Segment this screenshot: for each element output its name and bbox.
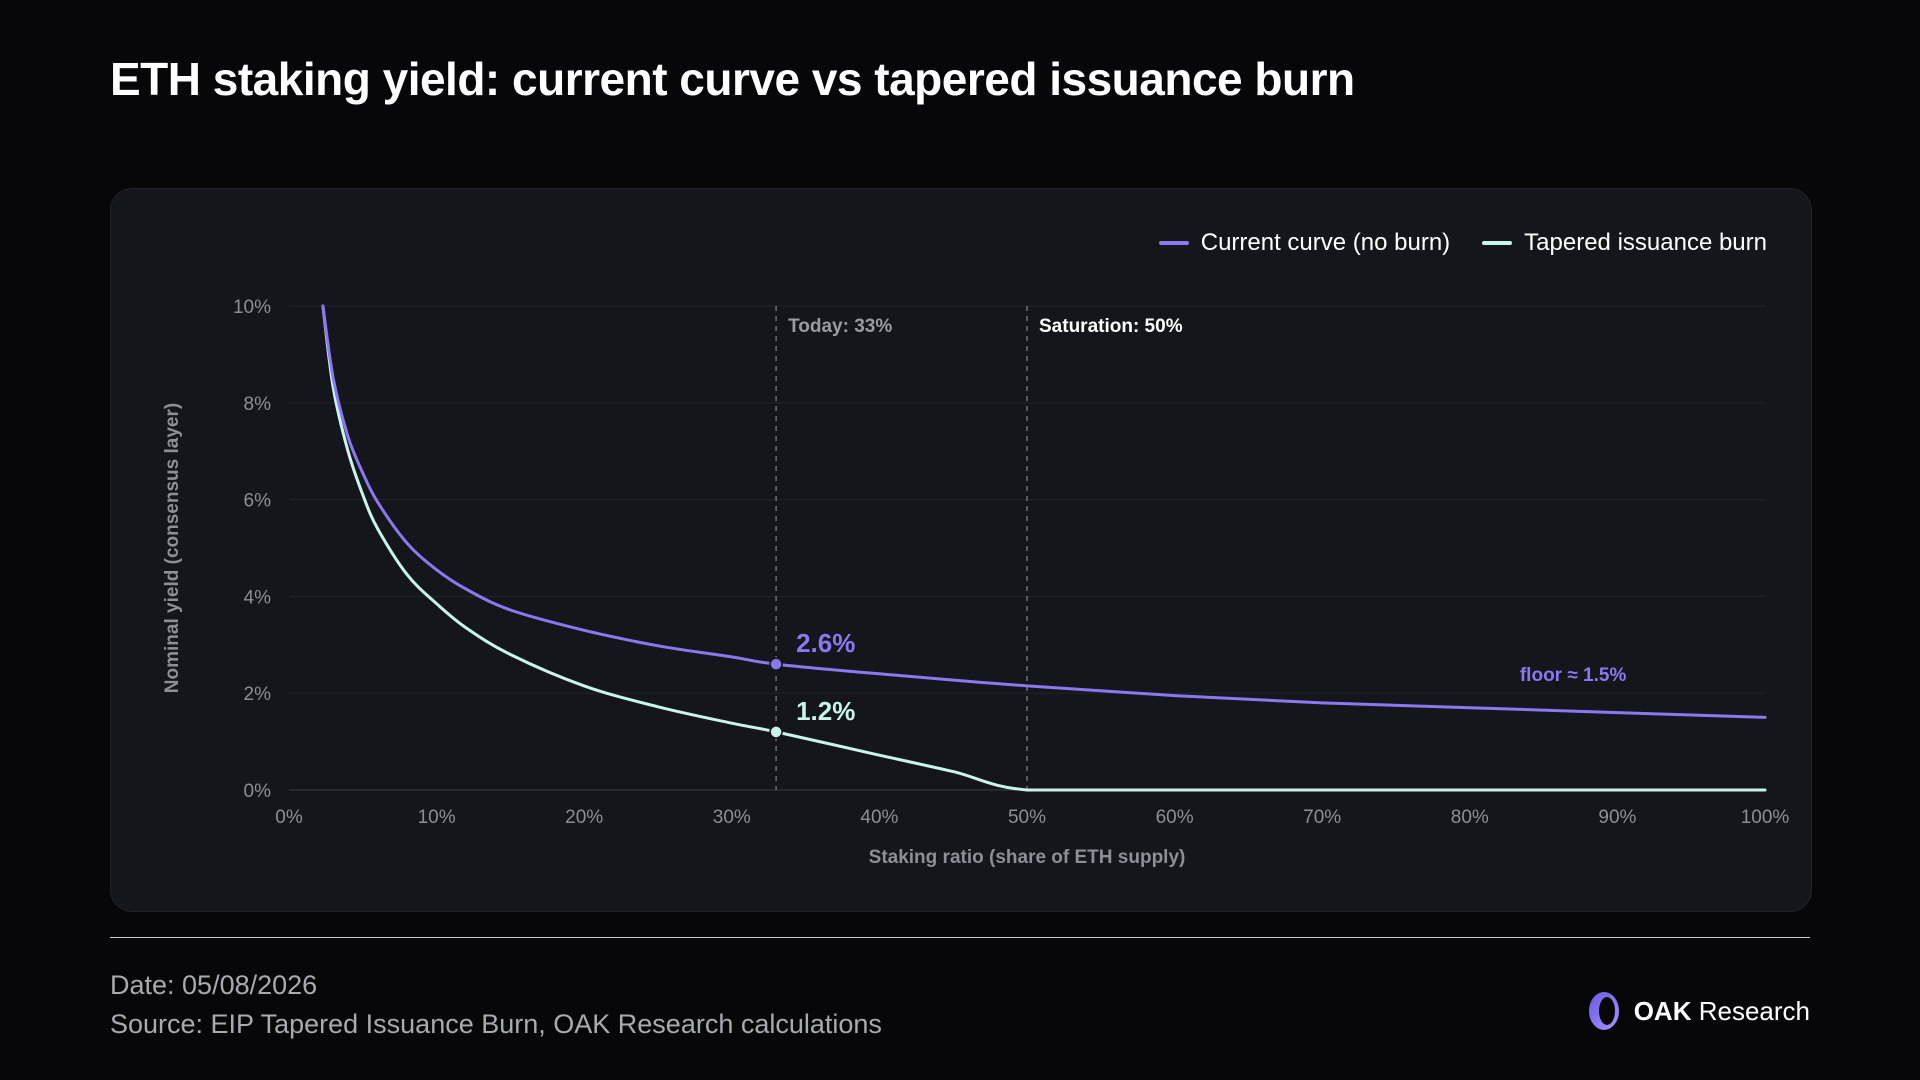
legend-item-current: Current curve (no burn) bbox=[1158, 229, 1451, 257]
chart-card: 0% 2% 4% 6% 8% 10% 0% 10% 20% 30% 40% 50% 60% 70% 80% 9… bbox=[110, 188, 1812, 912]
reference-line-label: Today: 33% bbox=[788, 316, 892, 337]
brand-name-rest: Research bbox=[1698, 995, 1810, 1026]
footer-source: Source: EIP Tapered Issuance Burn, OAK R… bbox=[110, 1009, 882, 1039]
footer-notes: Date: 05/08/2026 Source: EIP Tapered Iss… bbox=[110, 966, 882, 1044]
legend-label-current: Current curve (no burn) bbox=[1200, 229, 1451, 256]
x-tick-label: 20% bbox=[565, 807, 603, 828]
x-tick-label: 90% bbox=[1598, 807, 1636, 828]
legend-label-tapered: Tapered issuance burn bbox=[1524, 229, 1767, 256]
annotation-point bbox=[769, 657, 783, 671]
y-tick-label: 8% bbox=[244, 394, 272, 415]
y-tick-label: 2% bbox=[244, 684, 272, 705]
y-tick-label: 0% bbox=[244, 781, 272, 802]
x-tick-label: 10% bbox=[418, 807, 456, 828]
x-axis-label: Staking ratio (share of ETH supply) bbox=[869, 847, 1186, 868]
footer-divider bbox=[110, 937, 1810, 938]
chart-legend: Current curve (no burn) Tapered issuance… bbox=[1158, 229, 1767, 257]
brand-name-bold: OAK bbox=[1633, 995, 1692, 1026]
x-tick-label: 0% bbox=[275, 807, 303, 828]
brand-logo: OAK Research bbox=[1586, 990, 1810, 1032]
x-tick-label: 60% bbox=[1156, 807, 1194, 828]
series-line-tapered bbox=[321, 304, 1767, 792]
annotation-point bbox=[769, 725, 783, 739]
x-tick-label: 100% bbox=[1741, 807, 1790, 828]
legend-swatch-current bbox=[1158, 241, 1189, 245]
oak-ring-icon bbox=[1588, 992, 1619, 1030]
x-tick-label: 50% bbox=[1008, 807, 1046, 828]
y-tick-label: 4% bbox=[244, 587, 272, 608]
y-tick-label: 6% bbox=[244, 491, 272, 512]
x-tick-label: 80% bbox=[1451, 807, 1489, 828]
x-tick-label: 30% bbox=[713, 807, 751, 828]
y-tick-label: 10% bbox=[233, 297, 271, 318]
series-line-current bbox=[321, 304, 1767, 719]
x-tick-label: 40% bbox=[860, 807, 898, 828]
y-axis-label: Nominal yield (consensus layer) bbox=[162, 403, 183, 693]
page-title: ETH staking yield: current curve vs tape… bbox=[110, 53, 1355, 105]
floor-annotation: floor ≈ 1.5% bbox=[1520, 665, 1627, 686]
annotation-label: 2.6% bbox=[796, 628, 855, 658]
line-chart: 0% 2% 4% 6% 8% 10% 0% 10% 20% 30% 40% 50% 60% 70% 80% 9… bbox=[162, 297, 1790, 868]
reference-line-label: Saturation: 50% bbox=[1039, 316, 1183, 337]
legend-swatch-tapered bbox=[1482, 241, 1513, 245]
legend-item-tapered: Tapered issuance burn bbox=[1482, 229, 1767, 257]
footer-date: Date: 05/08/2026 bbox=[110, 970, 318, 1000]
annotation-label: 1.2% bbox=[796, 696, 855, 726]
x-tick-label: 70% bbox=[1303, 807, 1341, 828]
